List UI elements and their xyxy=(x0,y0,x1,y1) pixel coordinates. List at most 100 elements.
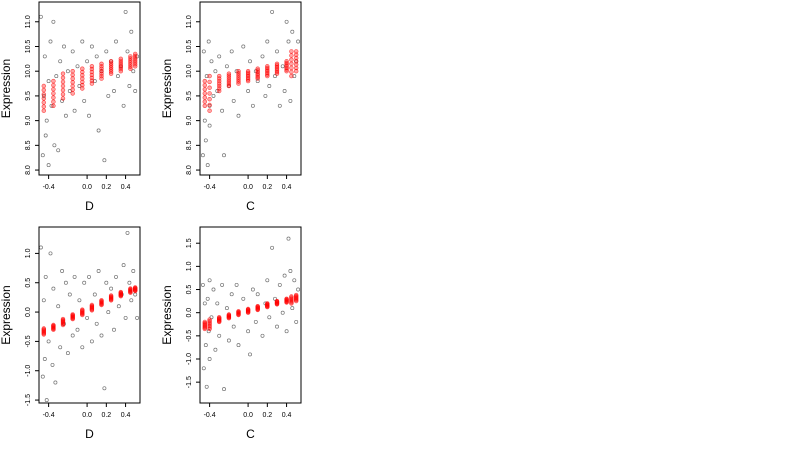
observed-point xyxy=(250,287,255,292)
x-axis-label: C xyxy=(246,427,255,441)
fitted-point xyxy=(207,79,212,85)
observed-point xyxy=(206,39,211,44)
fitted-point xyxy=(60,316,66,322)
x-axis-label: D xyxy=(85,427,94,441)
observed-point xyxy=(270,245,275,250)
fitted-point xyxy=(207,326,212,332)
fitted-point xyxy=(202,82,208,88)
plot-frame xyxy=(38,226,141,404)
observed-point xyxy=(207,123,212,128)
observed-point xyxy=(102,158,107,163)
fitted-point xyxy=(80,307,85,312)
y-tick-label: 11.0 xyxy=(186,15,193,28)
observed-point xyxy=(77,84,82,88)
observed-point xyxy=(211,287,216,292)
observed-point xyxy=(234,282,239,287)
fitted-point xyxy=(51,78,56,84)
observed-point xyxy=(260,54,265,59)
observed-point xyxy=(85,315,90,320)
fitted-point xyxy=(41,326,46,331)
fitted-point xyxy=(51,87,56,92)
x-tick-label: -0.4 xyxy=(204,184,216,191)
y-tick-label: 10.5 xyxy=(25,40,32,54)
fitted-point xyxy=(70,312,75,317)
observed-point xyxy=(270,9,275,14)
fitted-point xyxy=(217,73,222,79)
fitted-point xyxy=(70,91,75,96)
fitted-point xyxy=(207,323,212,328)
observed-point xyxy=(224,64,229,69)
fitted-point xyxy=(41,83,46,89)
fitted-point xyxy=(202,320,208,326)
observed-point xyxy=(213,69,218,74)
fitted-point xyxy=(289,65,294,71)
observed-point xyxy=(217,333,222,338)
fitted-point xyxy=(60,75,66,81)
y-axis-label: Expression xyxy=(160,285,174,344)
fitted-point xyxy=(294,68,299,74)
observed-point xyxy=(282,89,287,93)
fitted-point xyxy=(255,304,260,309)
observed-point xyxy=(40,374,45,379)
observed-point xyxy=(99,333,104,338)
observed-point xyxy=(133,292,138,297)
fitted-point xyxy=(294,62,299,67)
observed-point xyxy=(121,103,126,108)
fitted-point xyxy=(51,95,56,100)
fitted-point xyxy=(133,285,138,290)
observed-point xyxy=(296,39,301,44)
observed-point xyxy=(231,98,236,103)
observed-point xyxy=(63,113,68,118)
fitted-point xyxy=(265,64,270,69)
y-tick-label: 0.0 xyxy=(25,307,32,317)
x-tick-label: 0.0 xyxy=(82,412,92,419)
fitted-point xyxy=(80,76,85,81)
observed-point xyxy=(70,49,75,54)
y-tick-label: 1.5 xyxy=(186,238,193,248)
fitted-point xyxy=(202,78,208,84)
observed-point xyxy=(133,89,138,93)
observed-point xyxy=(131,69,136,74)
observed-point xyxy=(87,113,91,118)
fitted-point xyxy=(207,73,212,79)
y-tick-label: -1.0 xyxy=(186,353,193,365)
fitted-point xyxy=(289,53,294,58)
y-tick-label: 10.5 xyxy=(186,40,193,54)
y-tick-label: 0.0 xyxy=(186,308,193,318)
x-tick-label: -0.4 xyxy=(43,184,55,191)
observed-point xyxy=(51,286,56,291)
fitted-point xyxy=(80,66,85,71)
y-tick-label: 8.0 xyxy=(186,165,193,175)
fitted-point xyxy=(60,92,66,97)
observed-point xyxy=(96,269,101,273)
observed-point xyxy=(54,74,59,79)
fitted-point xyxy=(289,294,294,299)
observed-point xyxy=(123,315,128,320)
observed-point xyxy=(42,357,47,361)
observed-point xyxy=(114,274,118,279)
observed-point xyxy=(62,44,66,49)
fitted-point xyxy=(128,54,133,59)
observed-point xyxy=(288,269,293,273)
y-tick-label: 9.0 xyxy=(186,116,193,126)
fitted-point xyxy=(289,296,294,301)
y-tick-label: 9.5 xyxy=(25,91,32,101)
x-tick-label: -0.4 xyxy=(204,412,216,419)
fitted-point xyxy=(202,87,208,92)
observed-point xyxy=(203,343,208,348)
y-tick-label: 9.0 xyxy=(25,116,32,126)
x-tick-label: 0.4 xyxy=(121,412,131,419)
x-tick-label: 0.0 xyxy=(243,184,253,191)
fitted-point xyxy=(207,108,212,113)
y-axis-label: Expression xyxy=(160,59,174,118)
fitted-point xyxy=(226,312,232,317)
observed-point xyxy=(131,269,136,273)
observed-point xyxy=(236,113,241,118)
observed-point xyxy=(58,59,63,64)
observed-point xyxy=(204,74,209,79)
observed-point xyxy=(38,14,43,19)
fitted-point xyxy=(60,79,66,85)
fitted-point xyxy=(70,87,75,92)
fitted-point xyxy=(202,99,208,104)
